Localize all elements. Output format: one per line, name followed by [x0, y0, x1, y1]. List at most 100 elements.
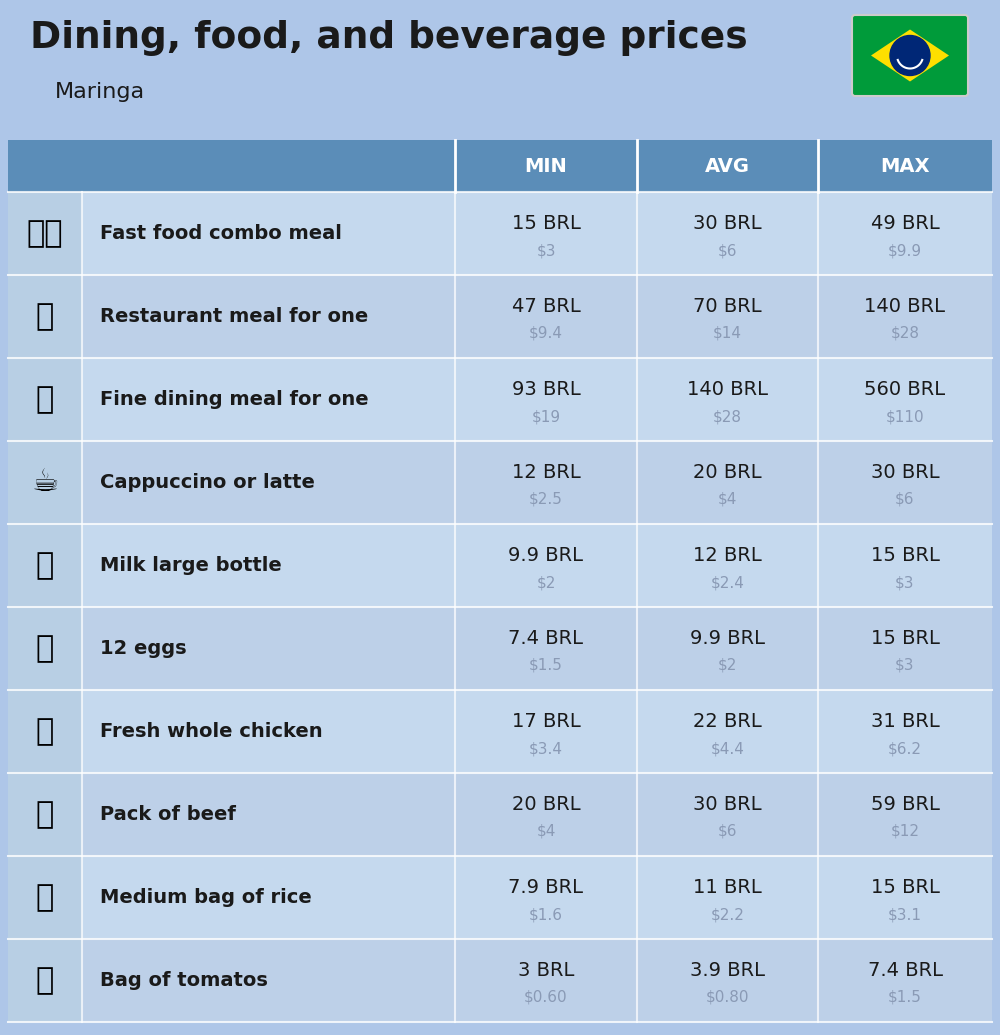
- Text: $6: $6: [718, 824, 737, 839]
- Text: 🍚: 🍚: [36, 883, 54, 912]
- Text: 47 BRL: 47 BRL: [512, 297, 580, 316]
- Bar: [8, 140, 82, 193]
- Text: Fresh whole chicken: Fresh whole chicken: [100, 722, 323, 741]
- Text: 3 BRL: 3 BRL: [518, 962, 574, 980]
- Bar: [8, 358, 992, 441]
- Text: Dining, food, and beverage prices: Dining, food, and beverage prices: [30, 20, 748, 56]
- Text: $9.9: $9.9: [888, 243, 922, 258]
- Text: 🥚: 🥚: [36, 634, 54, 663]
- Bar: [455, 140, 637, 193]
- Text: 11 BRL: 11 BRL: [693, 878, 762, 897]
- Text: $4.4: $4.4: [711, 741, 744, 756]
- Text: 🍽️: 🍽️: [36, 385, 54, 414]
- Bar: [8, 275, 992, 358]
- Text: Maringa: Maringa: [55, 82, 145, 102]
- Text: Restaurant meal for one: Restaurant meal for one: [100, 307, 368, 326]
- Text: 🍳: 🍳: [36, 302, 54, 331]
- Text: $14: $14: [713, 326, 742, 341]
- Text: 9.9 BRL: 9.9 BRL: [509, 546, 584, 565]
- Bar: [8, 358, 82, 441]
- Circle shape: [890, 35, 930, 76]
- Text: $0.60: $0.60: [524, 990, 568, 1005]
- Text: $1.5: $1.5: [888, 990, 922, 1005]
- Text: $28: $28: [891, 326, 920, 341]
- Text: $1.5: $1.5: [529, 658, 563, 673]
- Text: Medium bag of rice: Medium bag of rice: [100, 888, 312, 907]
- Text: AVG: AVG: [705, 156, 750, 176]
- Text: $28: $28: [713, 409, 742, 424]
- Text: MIN: MIN: [525, 156, 567, 176]
- Text: $110: $110: [886, 409, 924, 424]
- Bar: [8, 275, 82, 358]
- Bar: [8, 193, 82, 275]
- Text: $0.80: $0.80: [706, 990, 749, 1005]
- Text: 22 BRL: 22 BRL: [693, 712, 762, 731]
- Text: 3.9 BRL: 3.9 BRL: [690, 962, 765, 980]
- Text: 🍅: 🍅: [36, 966, 54, 995]
- Text: 560 BRL: 560 BRL: [864, 380, 946, 400]
- Text: 49 BRL: 49 BRL: [871, 214, 939, 233]
- Text: $12: $12: [891, 824, 920, 839]
- Text: Cappuccino or latte: Cappuccino or latte: [100, 473, 315, 492]
- Bar: [8, 441, 992, 524]
- Text: 17 BRL: 17 BRL: [512, 712, 580, 731]
- Text: 140 BRL: 140 BRL: [864, 297, 946, 316]
- Text: 12 BRL: 12 BRL: [512, 463, 580, 482]
- Text: $3: $3: [895, 575, 915, 590]
- Text: Pack of beef: Pack of beef: [100, 805, 236, 824]
- Bar: [8, 524, 82, 607]
- Text: 9.9 BRL: 9.9 BRL: [690, 629, 765, 648]
- Text: Bag of tomatos: Bag of tomatos: [100, 971, 268, 990]
- Text: 93 BRL: 93 BRL: [512, 380, 580, 400]
- Text: 30 BRL: 30 BRL: [693, 214, 762, 233]
- Text: $9.4: $9.4: [529, 326, 563, 341]
- Text: MAX: MAX: [880, 156, 930, 176]
- Text: 7.4 BRL: 7.4 BRL: [509, 629, 584, 648]
- Bar: [8, 607, 992, 690]
- Bar: [8, 773, 992, 856]
- Text: 20 BRL: 20 BRL: [693, 463, 762, 482]
- Bar: [8, 193, 992, 275]
- Bar: [8, 607, 82, 690]
- Text: 7.4 BRL: 7.4 BRL: [868, 962, 942, 980]
- Text: 15 BRL: 15 BRL: [871, 546, 939, 565]
- Polygon shape: [871, 30, 949, 82]
- Text: $2: $2: [718, 658, 737, 673]
- Text: $2.2: $2.2: [711, 907, 744, 922]
- Text: Fine dining meal for one: Fine dining meal for one: [100, 390, 369, 409]
- Text: Milk large bottle: Milk large bottle: [100, 556, 282, 575]
- Text: 🥩: 🥩: [36, 800, 54, 829]
- Text: $2: $2: [536, 575, 556, 590]
- Bar: [8, 441, 82, 524]
- Text: 7.9 BRL: 7.9 BRL: [509, 878, 584, 897]
- Text: $4: $4: [536, 824, 556, 839]
- Bar: [8, 939, 992, 1022]
- Bar: [8, 690, 992, 773]
- Bar: [8, 524, 992, 607]
- Text: $3: $3: [536, 243, 556, 258]
- Text: 🍔🍼: 🍔🍼: [27, 219, 63, 248]
- Text: $4: $4: [718, 492, 737, 507]
- Bar: [818, 140, 992, 193]
- Text: 59 BRL: 59 BRL: [871, 795, 939, 814]
- Text: 🥛: 🥛: [36, 551, 54, 580]
- Bar: [8, 773, 82, 856]
- Text: 12 eggs: 12 eggs: [100, 639, 187, 658]
- Text: $6: $6: [718, 243, 737, 258]
- Bar: [82, 140, 455, 193]
- Text: 12 BRL: 12 BRL: [693, 546, 762, 565]
- Bar: [637, 140, 818, 193]
- Text: 15 BRL: 15 BRL: [512, 214, 580, 233]
- Bar: [8, 939, 82, 1022]
- Text: $3: $3: [895, 658, 915, 673]
- Text: $2.4: $2.4: [711, 575, 744, 590]
- Text: $6: $6: [895, 492, 915, 507]
- Text: $19: $19: [531, 409, 561, 424]
- Text: ☕: ☕: [31, 468, 59, 497]
- Text: 30 BRL: 30 BRL: [693, 795, 762, 814]
- Text: 70 BRL: 70 BRL: [693, 297, 762, 316]
- Text: 140 BRL: 140 BRL: [687, 380, 768, 400]
- Bar: [8, 690, 82, 773]
- Text: 15 BRL: 15 BRL: [871, 878, 939, 897]
- Text: $3.1: $3.1: [888, 907, 922, 922]
